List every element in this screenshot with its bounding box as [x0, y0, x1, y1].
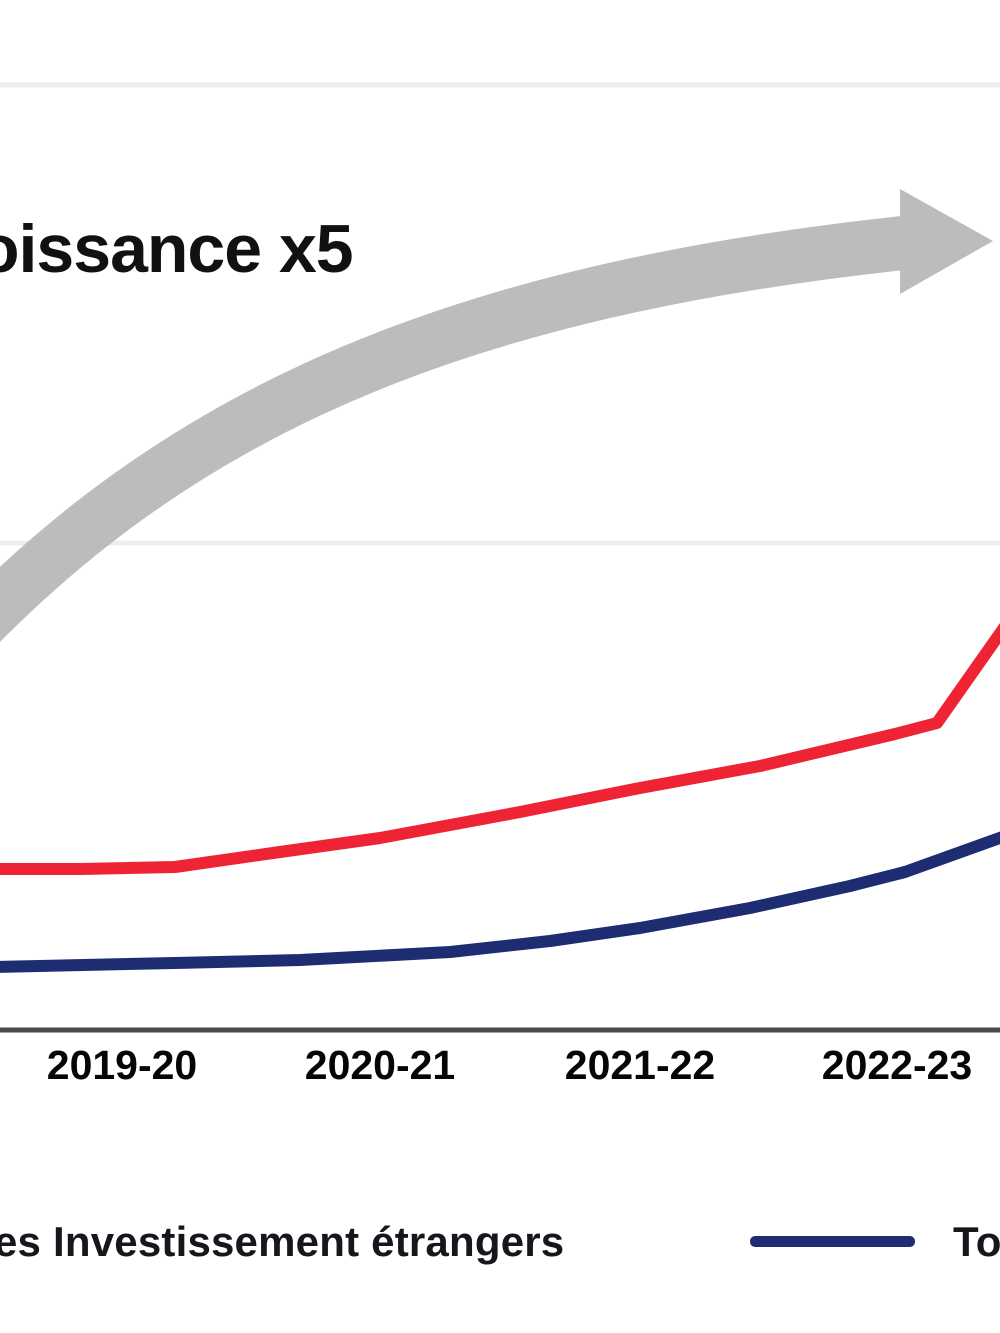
x-axis-label-2019-20: 2019-20 — [46, 1042, 198, 1088]
growth-annotation-text: oissance x5 — [0, 211, 354, 287]
total-line — [0, 831, 1000, 973]
x-axis-label-2022-23: 2022-23 — [821, 1042, 973, 1088]
investissement-etrangers-line — [0, 622, 1000, 875]
x-axis-label-2020-21: 2020-21 — [304, 1042, 456, 1088]
growth-arrow-head — [900, 189, 993, 294]
growth-arrow-body — [0, 216, 906, 642]
x-axis-label-2021-22: 2021-22 — [564, 1042, 716, 1088]
